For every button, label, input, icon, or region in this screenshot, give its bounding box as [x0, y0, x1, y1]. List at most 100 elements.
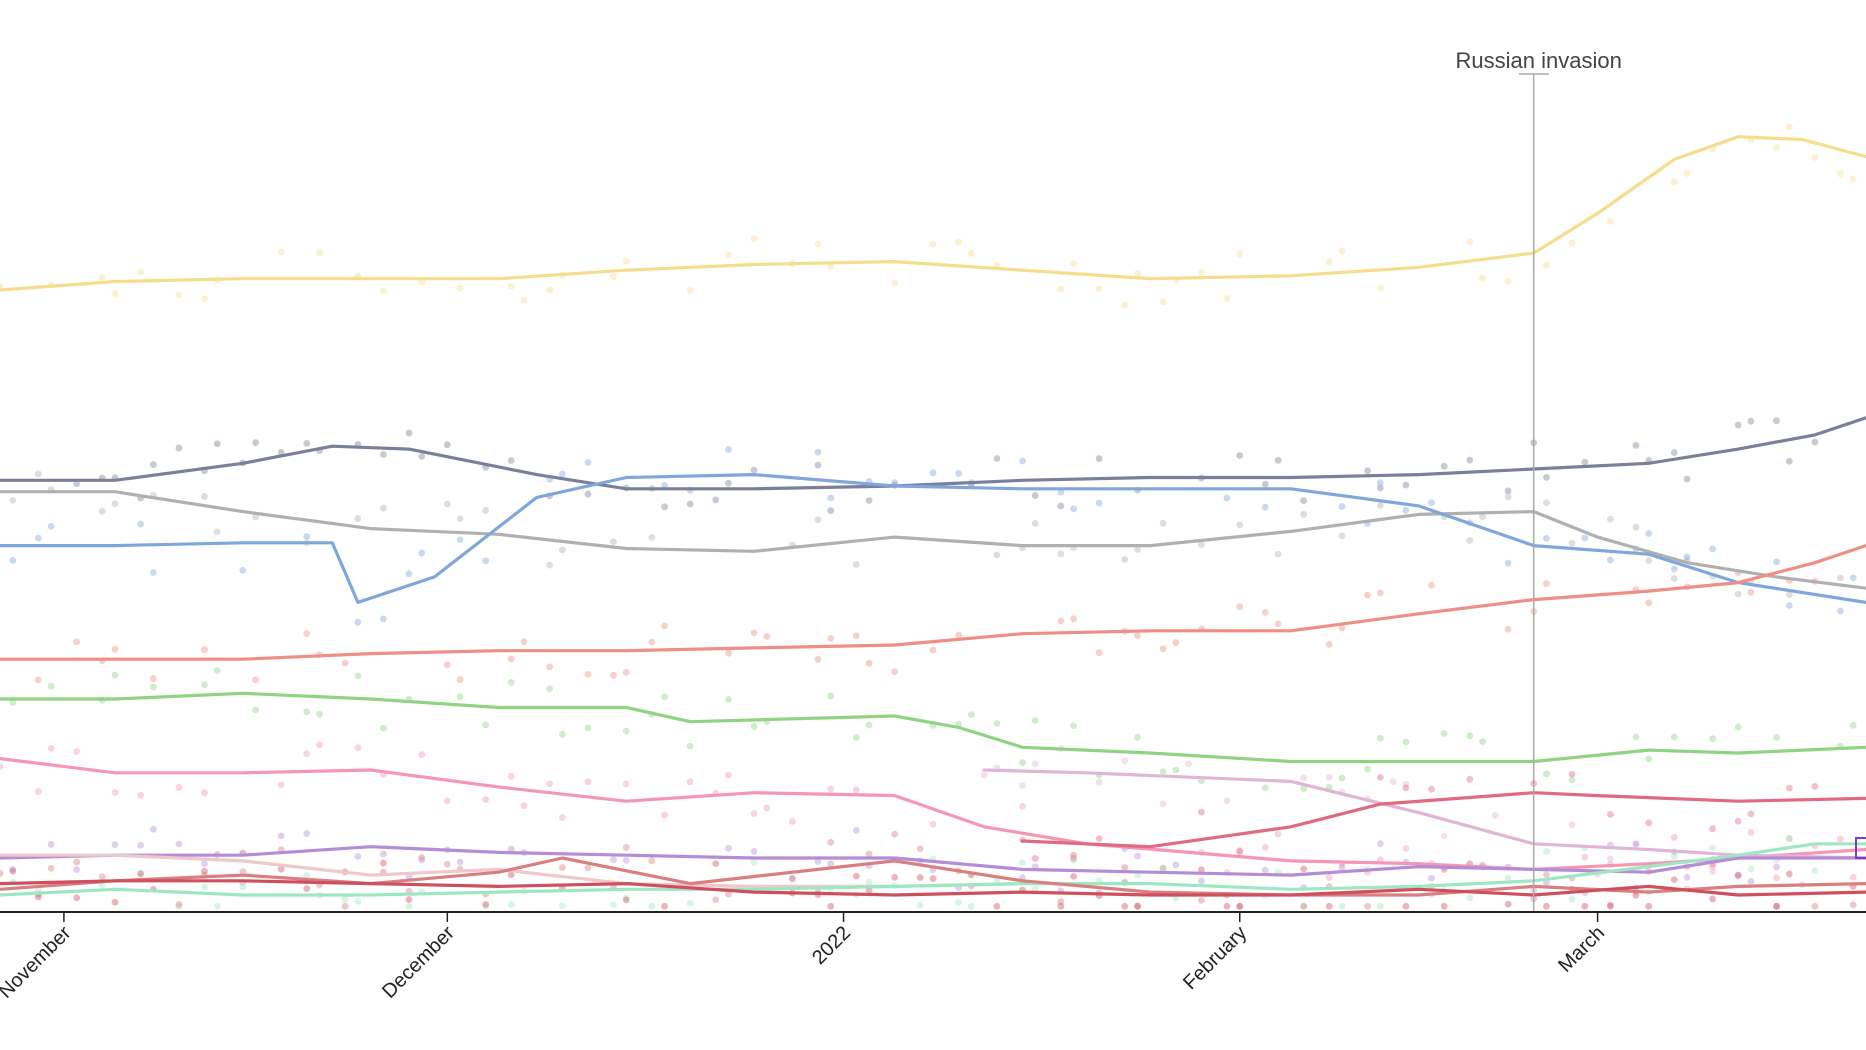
poll-dot [955, 238, 962, 246]
poll-dot [405, 570, 413, 578]
poll-dot [1683, 553, 1691, 561]
poll-dot [149, 683, 157, 691]
poll-dot [1134, 902, 1141, 910]
poll-dot [1632, 840, 1640, 848]
poll-dot [725, 479, 732, 487]
poll-dot [1773, 417, 1780, 425]
poll-dot [929, 646, 937, 654]
poll-dot [712, 860, 720, 868]
poll-dot [1070, 505, 1077, 513]
poll-dot [1683, 475, 1691, 483]
poll-dot [1811, 154, 1819, 161]
poll-dot [73, 866, 81, 873]
poll-dot [1057, 285, 1065, 293]
poll-dot [852, 872, 860, 880]
poll-dot [1734, 872, 1742, 879]
poll-dot [1197, 269, 1205, 276]
poll-dot [1300, 511, 1308, 518]
poll-dot [1440, 832, 1448, 840]
poll-dot [1734, 871, 1742, 879]
poll-dot [661, 503, 669, 511]
poll-dot [1261, 843, 1269, 851]
poll-dot [1159, 519, 1167, 527]
poll-dot [405, 896, 413, 903]
poll-dot [1504, 625, 1512, 633]
poll-dot [482, 507, 490, 514]
poll-dot [1031, 492, 1039, 499]
poll-dot [1747, 865, 1755, 873]
poll-dot [967, 902, 975, 910]
poll-dot [175, 902, 183, 910]
poll-dot [1070, 722, 1077, 730]
poll-dot [1773, 874, 1780, 882]
poll-dot [1440, 902, 1448, 910]
poll-dot [1134, 632, 1141, 639]
poll-dot [1670, 876, 1678, 884]
poll-dot [814, 240, 822, 248]
poll-dot [1236, 902, 1244, 910]
poll-dot [9, 557, 17, 564]
poll-dot [1019, 782, 1026, 789]
poll-dot [1300, 902, 1308, 910]
poll-dot [1645, 819, 1653, 827]
poll-dot [546, 663, 553, 671]
poll-dot [252, 439, 260, 446]
poll-dot [725, 649, 732, 657]
poll-dot [443, 860, 451, 868]
poll-dot [1504, 875, 1512, 882]
poll-dot [418, 751, 426, 758]
poll-dot [1070, 260, 1077, 268]
poll-dot [852, 786, 860, 794]
poll-dot [1223, 797, 1231, 805]
poll-dot [1402, 784, 1410, 792]
poll-dot [1197, 866, 1205, 874]
poll-dot [1645, 902, 1653, 910]
poll-dot [380, 724, 387, 732]
poll-dot [1236, 848, 1244, 856]
series-line-11 [0, 842, 1866, 897]
poll-dot [814, 858, 822, 865]
poll-dot [622, 896, 630, 904]
poll-dot [137, 869, 144, 877]
poll-dot [1632, 891, 1640, 899]
poll-dot [1134, 546, 1141, 553]
poll-dot [380, 615, 387, 623]
poll-dot [1709, 844, 1717, 852]
poll-dot [34, 470, 42, 478]
poll-dot [1645, 557, 1653, 564]
poll-dot [1543, 261, 1550, 269]
poll-dot [1849, 873, 1857, 881]
poll-dot [1632, 733, 1640, 741]
poll-dot [1376, 840, 1384, 848]
poll-dot [111, 671, 119, 679]
poll-dot [1031, 717, 1039, 724]
poll-dot [789, 875, 796, 883]
poll-dot [1236, 250, 1244, 258]
poll-dot [213, 667, 221, 674]
poll-dot [1543, 871, 1550, 879]
poll-dot [827, 860, 835, 868]
poll-dot [1376, 484, 1384, 492]
x-tick-label: December [378, 922, 459, 1003]
poll-dot [1606, 901, 1614, 909]
poll-dot [507, 845, 515, 853]
poll-dot [1274, 830, 1282, 838]
poll-dot [712, 896, 720, 904]
poll-dot [546, 685, 553, 693]
poll-dot [814, 448, 822, 456]
poll-dot [686, 286, 694, 294]
poll-dot [1236, 902, 1244, 910]
poll-dot [1300, 774, 1308, 782]
poll-dot [47, 864, 55, 872]
poll-dot [1837, 835, 1844, 843]
annotation-label: Russian invasion [1456, 48, 1622, 73]
poll-dot [1773, 733, 1780, 741]
poll-dot [865, 850, 873, 858]
poll-dot [1159, 298, 1167, 306]
poll-dot [993, 720, 1001, 727]
poll-dot [1504, 487, 1512, 495]
poll-dot [1428, 874, 1435, 882]
poll-dot [763, 804, 771, 812]
poll-dot [1606, 556, 1614, 564]
poll-dot [1031, 520, 1039, 527]
